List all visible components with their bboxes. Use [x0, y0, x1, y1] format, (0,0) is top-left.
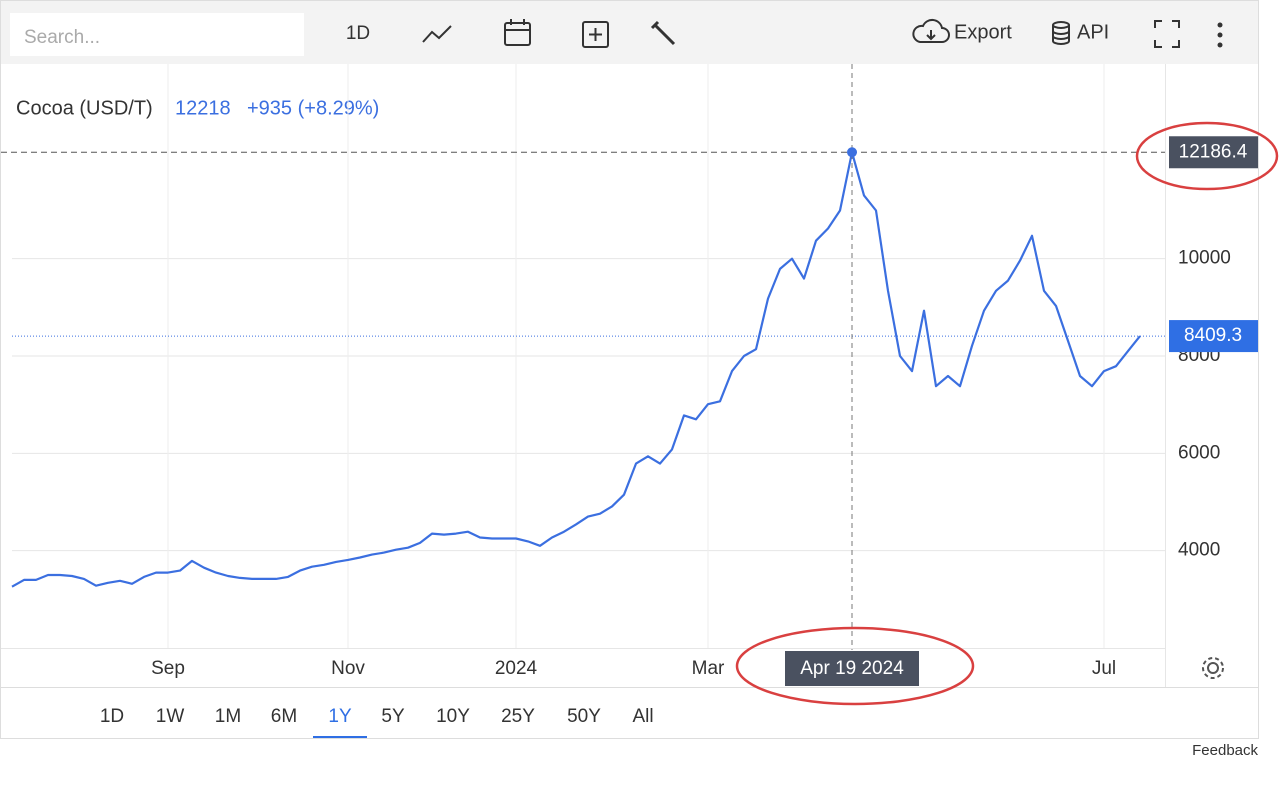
- range-button[interactable]: 1D: [100, 706, 124, 727]
- last-price-box: [1169, 320, 1258, 353]
- search-placeholder: Search...: [24, 27, 100, 48]
- x-tick-label: Nov: [331, 658, 365, 679]
- crosshair-date-label: Apr 19 2024: [800, 658, 904, 679]
- highlight-ring: [1135, 121, 1279, 191]
- crosshair-value-box: [1169, 136, 1258, 169]
- range-button[interactable]: 5Y: [381, 706, 405, 727]
- feedback-link[interactable]: Feedback: [1192, 742, 1258, 759]
- price-change: +935 (+8.29%): [247, 97, 379, 119]
- price-line: [11, 151, 1141, 588]
- more-icon[interactable]: [1217, 22, 1223, 48]
- settings-tool-icon[interactable]: [650, 20, 676, 46]
- chart-title: Cocoa (USD/T): [16, 97, 153, 119]
- export-button[interactable]: Export: [954, 21, 1012, 43]
- range-button[interactable]: 1W: [156, 706, 185, 727]
- crosshair-date-box: [785, 651, 919, 686]
- range-button[interactable]: 6M: [271, 706, 297, 727]
- current-price: 12218: [175, 97, 231, 119]
- range-button[interactable]: All: [632, 706, 653, 727]
- range-button[interactable]: 50Y: [567, 706, 601, 727]
- export-icon[interactable]: [912, 18, 950, 43]
- y-tick-label: 6000: [1178, 442, 1220, 463]
- interval-button[interactable]: 1D: [346, 23, 370, 44]
- x-tick-label: Sep: [151, 658, 185, 679]
- search-box[interactable]: [10, 13, 304, 56]
- y-tick-label: 10000: [1178, 248, 1231, 269]
- settings-gear[interactable]: [1202, 657, 1224, 679]
- last-price-label: 8409.3: [1184, 325, 1242, 346]
- add-icon[interactable]: [582, 21, 609, 48]
- fullscreen-icon[interactable]: [1154, 20, 1180, 48]
- chart-type-icon[interactable]: [422, 25, 452, 43]
- x-tick-label: Mar: [692, 658, 725, 679]
- calendar-icon[interactable]: [504, 19, 531, 46]
- x-tick-label: 2024: [495, 658, 538, 679]
- api-icon[interactable]: [1052, 21, 1070, 45]
- api-button[interactable]: API: [1077, 21, 1109, 43]
- range-button[interactable]: 1M: [215, 706, 241, 727]
- crosshair-point: [847, 147, 857, 158]
- y-tick-label: 4000: [1178, 540, 1220, 561]
- range-button[interactable]: 10Y: [436, 706, 470, 727]
- highlight-ring: [735, 626, 975, 706]
- x-tick-label: Jul: [1092, 658, 1116, 679]
- crosshair-value-label: 12186.4: [1179, 141, 1248, 162]
- range-button[interactable]: 1Y: [328, 706, 352, 727]
- range-button[interactable]: 25Y: [501, 706, 535, 727]
- widget-frame: [0, 0, 1259, 739]
